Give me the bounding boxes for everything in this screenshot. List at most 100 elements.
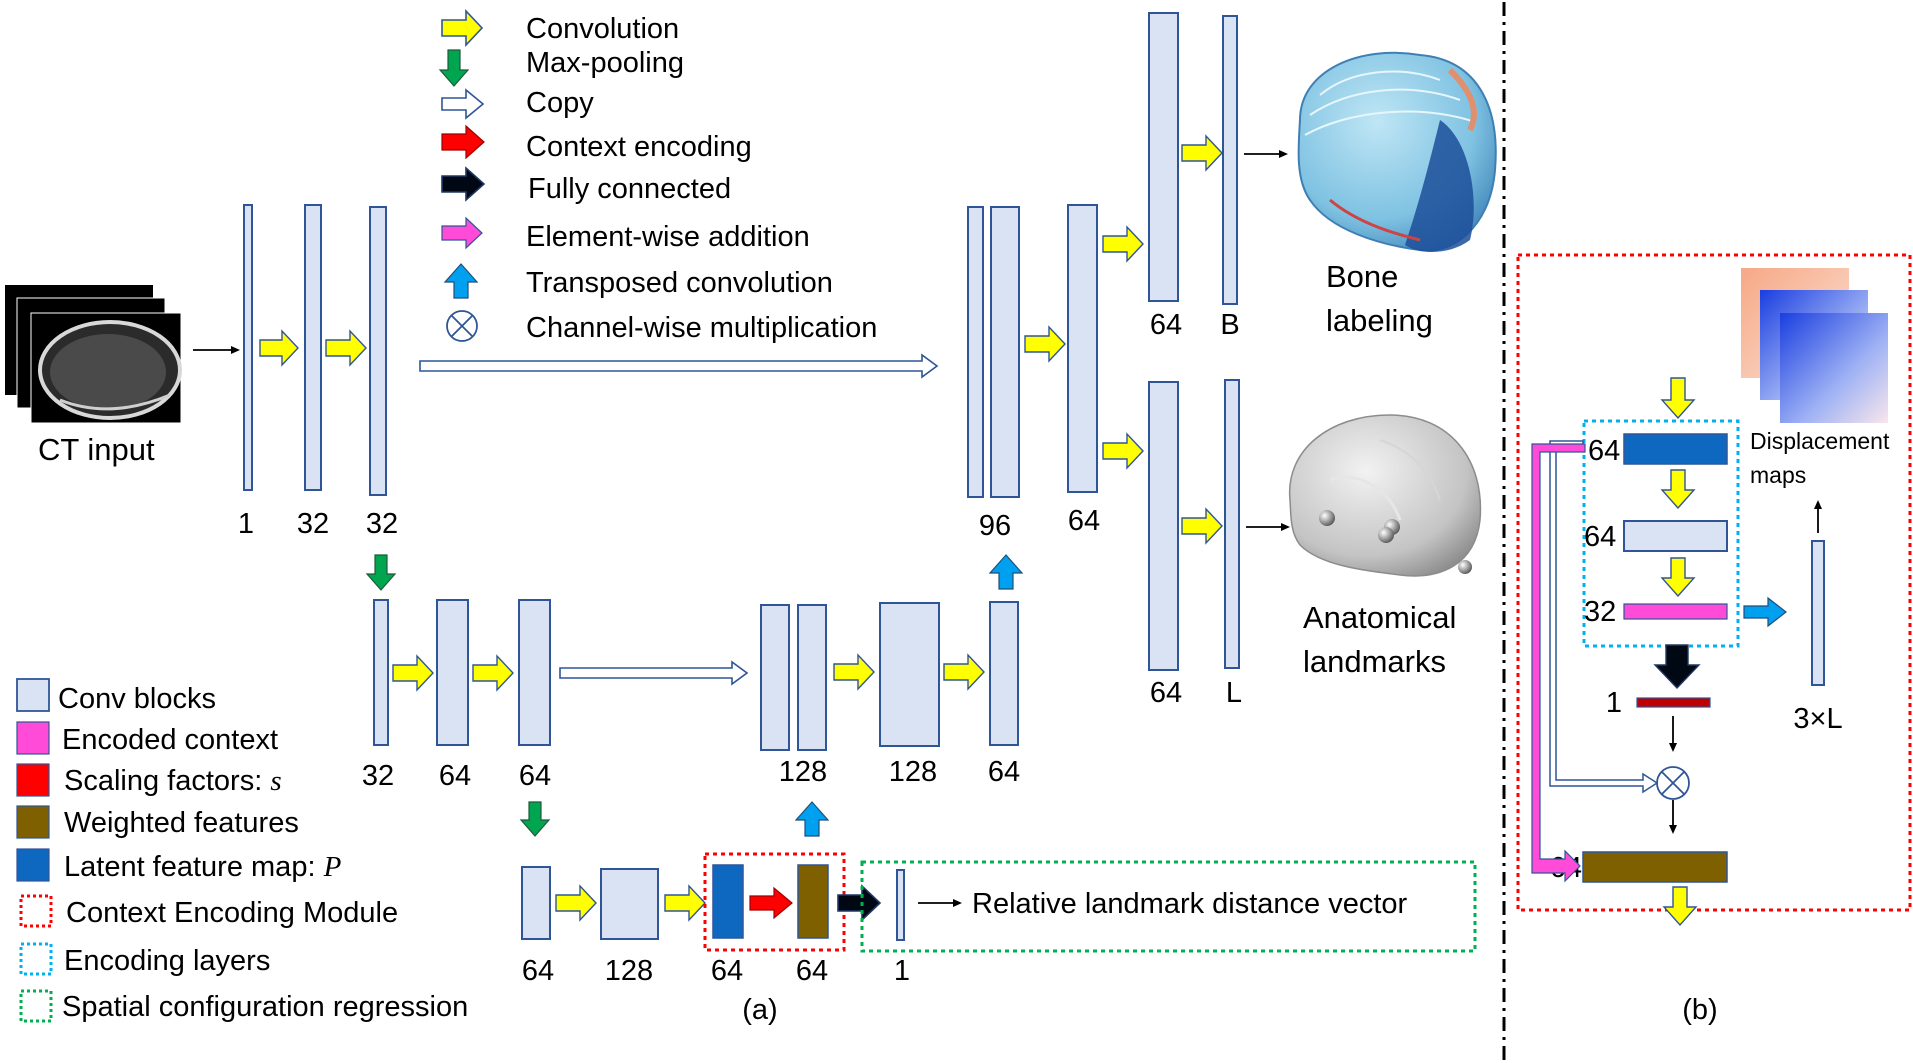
relative-distance-label: Relative landmark distance vector bbox=[972, 888, 1408, 920]
enc3-channel-5: 1 bbox=[894, 955, 910, 987]
landmark-channel-2: L bbox=[1226, 677, 1242, 709]
landmark-branch-conv-arrow bbox=[1102, 432, 1144, 470]
legend-context-encoding-label: Context encoding bbox=[526, 131, 752, 163]
max-pooling-arrow-1 bbox=[365, 554, 397, 591]
dec1-conv-arrow bbox=[1024, 325, 1066, 363]
module-b-displacement-block bbox=[1811, 540, 1825, 686]
dec1-channel-1: 96 bbox=[979, 510, 1011, 542]
legend-spatial-configuration-regression-label: Spatial configuration regression bbox=[62, 991, 468, 1023]
module-b-latent-block bbox=[1623, 433, 1728, 465]
dec2-block-2 bbox=[797, 604, 827, 751]
landmark-channel-1: 64 bbox=[1150, 677, 1182, 709]
bone-labeling-label-2: labeling bbox=[1326, 303, 1433, 338]
landmark-block-1 bbox=[1148, 381, 1179, 671]
enc2-channel-3: 64 bbox=[519, 760, 551, 792]
displacement-maps-label-2: maps bbox=[1750, 462, 1806, 488]
ct-input-label: CT input bbox=[38, 432, 155, 467]
enc1-channel-2: 32 bbox=[297, 508, 329, 540]
module-b-conv-block bbox=[1623, 520, 1728, 552]
enc2-block-2 bbox=[436, 599, 469, 746]
module-b-copy-path bbox=[1549, 440, 1659, 794]
max-pooling-arrow-icon bbox=[438, 49, 470, 87]
legend-swatch-spatial-configuration-regression bbox=[19, 989, 53, 1023]
module-b-addition-path bbox=[1531, 443, 1586, 883]
transposed-convolution-arrow-icon bbox=[443, 263, 479, 299]
enc2-conv-arrow-2 bbox=[472, 654, 514, 692]
legend-scaling-factors-label: Scaling factors: s bbox=[64, 765, 282, 797]
enc1-block-3 bbox=[369, 206, 387, 496]
module-b-scaling-factors-block bbox=[1636, 697, 1711, 708]
anatomical-landmarks-image bbox=[1288, 414, 1482, 577]
latent-feature-map-block bbox=[712, 864, 744, 939]
enc2-channel-1: 32 bbox=[362, 760, 394, 792]
legend-convolution-label: Convolution bbox=[526, 13, 679, 45]
channel-wise-multiplication-icon bbox=[446, 310, 478, 342]
legend-conv-blocks-label: Conv blocks bbox=[58, 683, 216, 715]
convolution-arrow-icon bbox=[441, 8, 484, 48]
legend-swatch-context-encoding-module bbox=[19, 894, 53, 928]
enc1-block-1 bbox=[243, 204, 253, 491]
caption-b: (b) bbox=[1682, 994, 1717, 1026]
legend-swatch-conv-blocks bbox=[16, 678, 50, 712]
displacement-maps-label-1: Displacement bbox=[1750, 428, 1890, 454]
bone-channel-1: 64 bbox=[1150, 309, 1182, 341]
module-b-fully-connected-arrow bbox=[1653, 644, 1701, 690]
bone-conv-arrow bbox=[1181, 134, 1223, 172]
copy-arrow-level-1 bbox=[419, 353, 939, 379]
legend-element-wise-addition-label: Element-wise addition bbox=[526, 221, 810, 253]
module-b-transposed-arrow bbox=[1743, 596, 1787, 628]
dec2-conv-arrow-1 bbox=[833, 653, 875, 691]
legend-context-encoding-module-label: Context Encoding Module bbox=[66, 897, 398, 929]
module-b-multiplication-node bbox=[1656, 766, 1690, 800]
context-encoding-arrow bbox=[749, 886, 793, 920]
max-pooling-arrow-2 bbox=[519, 801, 551, 837]
encoding-layers-outline bbox=[1582, 419, 1740, 648]
bone-labeling-image bbox=[1297, 51, 1497, 252]
element-wise-addition-arrow-icon bbox=[441, 216, 483, 250]
enc3-channel-3: 64 bbox=[711, 955, 743, 987]
dec1-block-2 bbox=[990, 206, 1020, 498]
dec2-conv-arrow-2 bbox=[943, 653, 985, 691]
enc3-channel-1: 64 bbox=[522, 955, 554, 987]
module-b-encoded-context-block bbox=[1623, 603, 1728, 620]
legend-transposed-convolution-label: Transposed convolution bbox=[526, 267, 833, 299]
enc1-channel-1: 1 bbox=[238, 508, 254, 540]
bone-branch-conv-arrow bbox=[1102, 225, 1144, 263]
enc1-conv-arrow-2 bbox=[325, 329, 367, 367]
module-b-channel-1: 64 bbox=[1588, 435, 1620, 467]
legend-encoding-layers-label: Encoding layers bbox=[64, 945, 270, 977]
module-b-input-conv-arrow bbox=[1660, 377, 1696, 420]
dec1-block-1 bbox=[967, 206, 984, 498]
top-legend: Convolution Max-pooling Copy Context enc… bbox=[438, 8, 877, 344]
legend-max-pooling-label: Max-pooling bbox=[526, 47, 684, 79]
enc3-block-1 bbox=[521, 866, 551, 940]
module-b-channel-4: 1 bbox=[1606, 687, 1622, 719]
ct-input-image bbox=[5, 285, 182, 424]
caption-a: (a) bbox=[742, 994, 777, 1026]
displacement-maps-image bbox=[1741, 268, 1888, 423]
enc2-block-1 bbox=[373, 599, 389, 746]
module-b-output-conv-arrow bbox=[1662, 886, 1698, 927]
enc3-conv-arrow-2 bbox=[664, 884, 706, 922]
weighted-features-block bbox=[797, 864, 829, 939]
spatial-configuration-regression-outline bbox=[860, 860, 1477, 953]
legend-weighted-features-label: Weighted features bbox=[64, 807, 299, 839]
legend-encoded-context-label: Encoded context bbox=[62, 724, 278, 756]
anatomical-landmarks-label-2: landmarks bbox=[1303, 644, 1446, 679]
context-encoding-arrow-icon bbox=[441, 124, 485, 160]
bone-channel-2: B bbox=[1220, 309, 1239, 341]
bottom-legend: Conv blocks Encoded context Scaling fact… bbox=[16, 678, 468, 1023]
module-b-channel-2: 64 bbox=[1584, 521, 1616, 553]
dec2-block-4 bbox=[989, 601, 1019, 746]
enc3-channel-2: 128 bbox=[605, 955, 653, 987]
bone-block-2 bbox=[1222, 15, 1238, 305]
fully-connected-arrow-icon bbox=[441, 166, 486, 202]
enc2-channel-2: 64 bbox=[439, 760, 471, 792]
landmark-conv-arrow bbox=[1181, 507, 1223, 545]
dec2-channel-1: 128 bbox=[779, 756, 827, 788]
dec2-block-1 bbox=[760, 604, 790, 751]
enc1-channel-3: 32 bbox=[366, 508, 398, 540]
enc3-conv-arrow-1 bbox=[555, 884, 597, 922]
dec2-channel-2: 128 bbox=[889, 756, 937, 788]
